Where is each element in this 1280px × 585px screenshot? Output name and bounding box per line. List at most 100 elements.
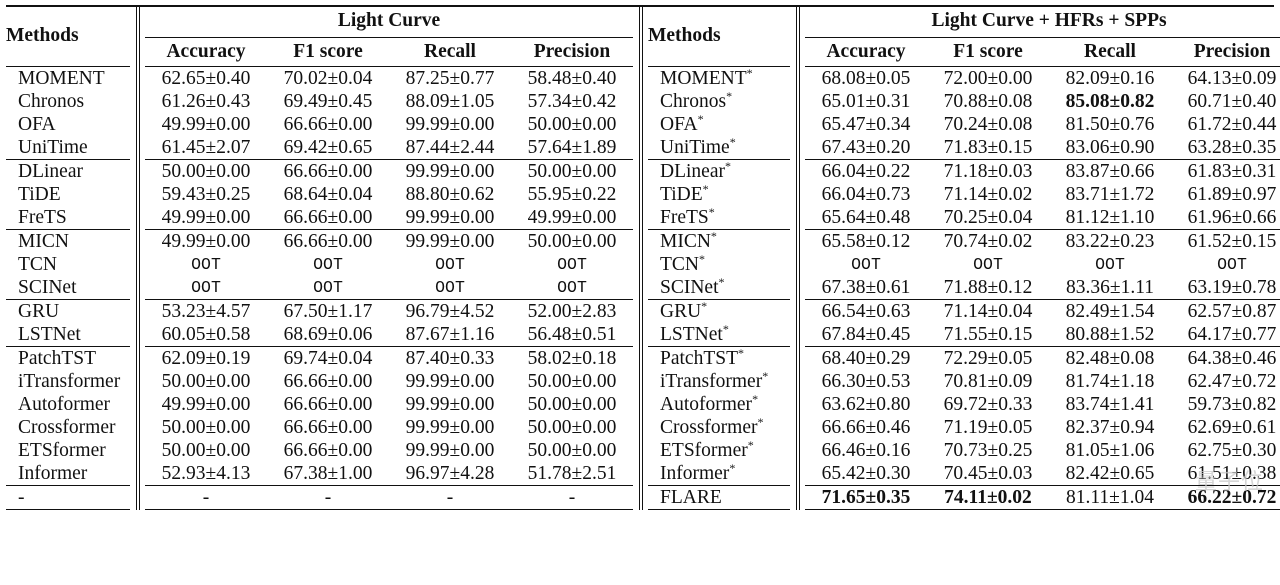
double-rule	[790, 462, 805, 486]
method-name: MICN	[6, 229, 130, 253]
method-group: MICN 49.99±0.00 66.66±0.00 99.99±0.00 50.00±…	[6, 229, 1280, 300]
method-name: GRU	[6, 299, 130, 323]
metric-cell: 66.66±0.00	[283, 440, 373, 461]
star-marker: *	[726, 90, 733, 103]
metric-cell: 99.99±0.00	[389, 159, 511, 183]
metric-cell: 83.06±0.90	[1065, 137, 1155, 158]
method-label: Crossformer	[18, 417, 116, 438]
table-row: ETSformer 50.00±0.00 66.66±0.00 99.99±0.00 5…	[6, 439, 1280, 462]
double-rule	[130, 90, 145, 113]
method-label: MOMENT	[18, 68, 105, 89]
metric-cell: 62.65±0.40	[145, 66, 267, 90]
metric-cell: -	[267, 485, 389, 510]
star-marker: *	[701, 299, 708, 313]
double-rule	[790, 276, 805, 300]
metric-cell: 60.05±0.58	[161, 324, 251, 345]
metric-header-recall: Recall	[424, 41, 476, 62]
metric-cell: 66.04±0.22	[805, 159, 927, 183]
metric-cell: 71.18±0.03	[927, 159, 1049, 183]
method-name: Autoformer	[6, 393, 130, 416]
double-rule	[790, 229, 805, 254]
star-marker: *	[747, 439, 754, 452]
metric-cell: 70.02±0.04	[267, 66, 389, 90]
method-name: TCN	[6, 253, 130, 276]
table-row: FreTS 49.99±0.00 66.66±0.00 99.99±0.00 49.99…	[6, 206, 1280, 230]
metric-cell: OOT	[191, 278, 221, 297]
metric-cell: -	[145, 485, 267, 510]
star-marker: *	[722, 323, 729, 336]
star-marker: *	[702, 183, 709, 196]
metric-cell: 61.72±0.44	[1187, 114, 1277, 135]
metric-cell: OOT	[191, 255, 221, 274]
metric-cell: 70.74±0.02	[927, 229, 1049, 253]
method-name: PatchTST	[6, 346, 130, 370]
method-name: TiDE	[6, 183, 130, 206]
metric-cell: 99.99±0.00	[389, 229, 511, 253]
method-label: TiDE	[660, 184, 703, 205]
metric-cell: 66.66±0.00	[283, 371, 373, 392]
metric-cell: 61.83±0.31	[1171, 159, 1280, 183]
double-rule	[790, 90, 805, 113]
double-rule	[790, 393, 805, 416]
double-rule	[130, 113, 145, 136]
method-label: SCINet	[660, 277, 719, 298]
table-row: UniTime 61.45±2.07 69.42±0.65 87.44±2.44 57.…	[6, 136, 1280, 160]
table-row: PatchTST 62.09±0.19 69.74±0.04 87.40±0.33 58…	[6, 346, 1280, 370]
metric-cell: OOT	[973, 255, 1003, 274]
method-label: MOMENT	[660, 68, 747, 89]
metric-cell: 52.93±4.13	[161, 463, 251, 484]
method-label: UniTime	[18, 137, 88, 158]
double-rule	[130, 253, 145, 276]
metric-cell: OOT	[313, 255, 343, 274]
double-rule	[790, 253, 805, 276]
table-row: iTransformer 50.00±0.00 66.66±0.00 99.99±0.…	[6, 370, 1280, 393]
metric-cell: 50.00±0.00	[527, 440, 617, 461]
method-group: GRU 53.23±4.57 67.50±1.17 96.79±4.52 52.00±2…	[6, 299, 1280, 347]
metric-cell: OOT	[851, 255, 881, 274]
results-table: Methods Light Curve Methods Light Curve …	[6, 5, 1280, 510]
double-rule	[790, 439, 805, 462]
method-label: TCN	[18, 254, 57, 275]
metric-cell: 64.17±0.77	[1187, 324, 1277, 345]
metric-cell: 49.99±0.00	[145, 229, 267, 253]
table-row: Crossformer 50.00±0.00 66.66±0.00 99.99±0.0…	[6, 416, 1280, 439]
metric-header-f1: F1 score	[293, 41, 363, 62]
double-rule	[130, 439, 145, 462]
method-name: Crossformer*	[648, 416, 790, 439]
metric-cell: 49.99±0.00	[161, 207, 251, 228]
method-label: Informer	[660, 463, 730, 484]
metric-cell: 63.62±0.80	[821, 394, 911, 415]
metric-cell: 81.11±1.04	[1049, 485, 1171, 510]
double-rule	[790, 206, 805, 230]
method-name: -	[6, 485, 130, 510]
double-rule	[790, 66, 805, 91]
metric-cell: 99.99±0.00	[405, 440, 495, 461]
method-label: SCINet	[18, 277, 77, 298]
double-rule	[130, 229, 145, 254]
method-label: iTransformer	[660, 371, 763, 392]
metric-header-accuracy: Accuracy	[166, 41, 246, 62]
method-label: DLinear	[660, 161, 725, 182]
metric-cell: 96.79±4.52	[389, 299, 511, 323]
metric-cell: 66.46±0.16	[821, 440, 911, 461]
metric-cell: 66.22±0.72	[1171, 485, 1280, 510]
star-marker: *	[729, 136, 736, 149]
method-label: OFA	[660, 114, 698, 135]
method-name: iTransformer	[6, 370, 130, 393]
double-rule	[130, 206, 145, 230]
metric-cell: 49.99±0.00	[527, 207, 617, 228]
double-rule	[633, 5, 648, 67]
metric-cell: 68.08±0.05	[805, 66, 927, 90]
method-name: iTransformer*	[648, 370, 790, 393]
metric-cell: 71.55±0.15	[943, 324, 1033, 345]
method-name: Chronos	[6, 90, 130, 113]
metric-cell: 68.64±0.04	[283, 184, 373, 205]
metric-cell: 82.48±0.08	[1049, 346, 1171, 370]
metric-cell: 96.97±4.28	[405, 463, 495, 484]
method-label: ETSformer	[18, 440, 106, 461]
metric-cell: 65.47±0.34	[821, 114, 911, 135]
metric-cell: 50.00±0.00	[527, 394, 617, 415]
metric-cell: 51.78±2.51	[527, 463, 617, 484]
method-name: PatchTST*	[648, 346, 790, 370]
double-rule	[130, 393, 145, 416]
